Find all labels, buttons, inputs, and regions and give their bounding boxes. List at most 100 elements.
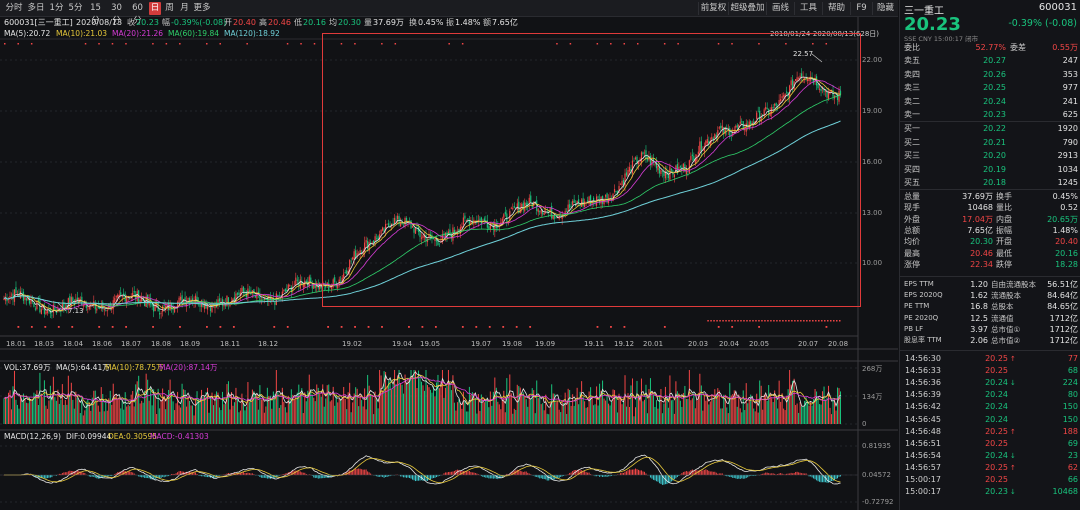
volume-bar bbox=[422, 385, 424, 424]
sell-level-row[interactable]: 卖四 20.26 353 bbox=[904, 69, 1078, 79]
macd-bar bbox=[385, 475, 387, 477]
candle-body bbox=[277, 294, 279, 298]
volume-bar bbox=[832, 397, 834, 424]
buy-level-row[interactable]: 买五 20.18 1245 bbox=[904, 178, 1078, 188]
volume-bar bbox=[489, 391, 491, 424]
sell-level-row[interactable]: 卖一 20.23 625 bbox=[904, 110, 1078, 120]
period-tab[interactable]: 多日 bbox=[27, 3, 45, 13]
period-tab[interactable]: 日 bbox=[149, 2, 161, 15]
tick-row[interactable]: 14:56:42 20.24 150 bbox=[905, 402, 1078, 412]
buy-level-row[interactable]: 买二 20.21 790 bbox=[904, 137, 1078, 147]
tick-row[interactable]: 15:00:17 20.25 66 bbox=[905, 475, 1078, 484]
tick-row[interactable]: 14:56:45 20.24 150 bbox=[905, 414, 1078, 424]
macd-bar bbox=[543, 475, 545, 480]
tick-row[interactable]: 14:56:48 20.25 ↑ 188 bbox=[900, 426, 1080, 438]
volume-bar bbox=[123, 409, 125, 424]
candle-body bbox=[206, 304, 209, 310]
volume-bar bbox=[347, 392, 349, 424]
toolbar-button[interactable]: 帮助 bbox=[822, 2, 850, 15]
tick-row[interactable]: 14:56:54 20.24 ↓ 23 bbox=[900, 450, 1080, 462]
signal-marker bbox=[809, 320, 811, 322]
buy-level-row[interactable]: 买三 20.20 2913 bbox=[904, 151, 1078, 161]
buy-level-row[interactable]: 买四 20.19 1034 bbox=[904, 164, 1078, 174]
candle-body bbox=[560, 216, 562, 218]
tick-row[interactable]: 14:56:30 20.25 ↑ 77 bbox=[900, 353, 1080, 365]
period-tab[interactable]: 更多 bbox=[193, 3, 211, 13]
volume-bar bbox=[141, 400, 143, 424]
kline-chart[interactable] bbox=[0, 0, 898, 510]
signal-marker bbox=[354, 326, 356, 328]
volume-bar bbox=[561, 400, 563, 424]
macd-bar bbox=[464, 470, 466, 475]
signal-marker bbox=[367, 326, 370, 328]
tick-row[interactable]: 14:56:39 20.24 80 bbox=[905, 390, 1078, 400]
candle-body bbox=[82, 305, 84, 307]
toolbar-button[interactable]: 隐藏 bbox=[872, 2, 898, 15]
candle-body bbox=[221, 299, 224, 306]
volume-bar bbox=[151, 405, 153, 424]
volume-bar bbox=[196, 391, 198, 424]
volume-bar bbox=[48, 400, 50, 424]
period-tab[interactable]: 5分 bbox=[68, 3, 83, 13]
candle-body bbox=[199, 304, 201, 307]
macd-bar bbox=[682, 472, 684, 475]
candle-body bbox=[512, 208, 514, 210]
period-tab[interactable]: 周 bbox=[165, 3, 174, 13]
period-tab[interactable]: 分时 bbox=[5, 3, 23, 13]
volume-bar bbox=[744, 410, 746, 424]
period-tab[interactable]: 1分 bbox=[49, 3, 64, 13]
volume-bar bbox=[802, 406, 804, 424]
volume-bar bbox=[189, 400, 191, 424]
candle-body bbox=[673, 174, 675, 178]
tick-row[interactable]: 14:56:51 20.25 69 bbox=[905, 438, 1078, 448]
volume-bar bbox=[34, 394, 36, 424]
volume-bar bbox=[646, 413, 648, 424]
toolbar-button[interactable]: 超级叠加 bbox=[728, 2, 766, 15]
volume-bar bbox=[676, 391, 678, 424]
macd-bar bbox=[174, 474, 176, 475]
signal-marker bbox=[17, 326, 20, 328]
volume-bar bbox=[124, 392, 126, 424]
volume-bar bbox=[311, 394, 313, 424]
candle-body bbox=[477, 219, 479, 222]
sell-level-row[interactable]: 卖五 20.27 247 bbox=[904, 56, 1078, 65]
candle-body bbox=[637, 161, 640, 165]
macd-bar bbox=[618, 474, 620, 475]
toolbar-button[interactable]: 画线 bbox=[766, 2, 794, 15]
sell-level-row[interactable]: 卖三 20.25 977 bbox=[904, 83, 1078, 93]
signal-marker bbox=[98, 43, 100, 45]
macd-bar bbox=[521, 471, 523, 475]
candle-body bbox=[552, 215, 554, 220]
signal-marker bbox=[731, 43, 733, 45]
buy-level-row[interactable]: 买一 20.22 1920 bbox=[904, 124, 1078, 133]
macd-bar bbox=[423, 475, 425, 481]
toolbar-button[interactable]: 前复权 bbox=[698, 2, 728, 15]
tick-row[interactable]: 14:56:33 20.25 68 bbox=[905, 366, 1078, 376]
tick-row[interactable]: 14:56:57 20.25 ↑ 62 bbox=[900, 462, 1080, 474]
macd-bar bbox=[278, 475, 280, 476]
volume-bar bbox=[784, 410, 786, 424]
macd-bar bbox=[485, 475, 487, 478]
toolbar-button[interactable]: F9 bbox=[850, 2, 872, 15]
candle-body bbox=[331, 285, 333, 290]
sell-level-row[interactable]: 卖二 20.24 241 bbox=[904, 96, 1078, 106]
toolbar-button[interactable]: 工具 bbox=[794, 2, 822, 15]
signal-marker bbox=[246, 43, 248, 45]
volume-bar bbox=[789, 370, 791, 424]
candle-body bbox=[824, 91, 827, 92]
volume-bar bbox=[260, 399, 262, 424]
volume-bar bbox=[708, 404, 710, 424]
candle-body bbox=[97, 306, 99, 309]
volume-bar bbox=[87, 399, 89, 424]
volume-bar bbox=[757, 412, 759, 424]
volume-bar bbox=[810, 401, 812, 424]
period-tab[interactable]: 60分 bbox=[132, 3, 143, 26]
period-tab[interactable]: 30分 bbox=[111, 3, 122, 26]
tick-row[interactable]: 14:56:36 20.24 ↓ 224 bbox=[900, 377, 1080, 389]
period-tab[interactable]: 15分 bbox=[90, 3, 101, 26]
period-tab[interactable]: 月 bbox=[180, 3, 189, 13]
candle-body bbox=[203, 304, 206, 310]
candle-body bbox=[546, 211, 548, 212]
macd-bar bbox=[772, 473, 774, 475]
tick-row[interactable]: 15:00:17 20.23 ↓ 10468 bbox=[900, 486, 1080, 498]
